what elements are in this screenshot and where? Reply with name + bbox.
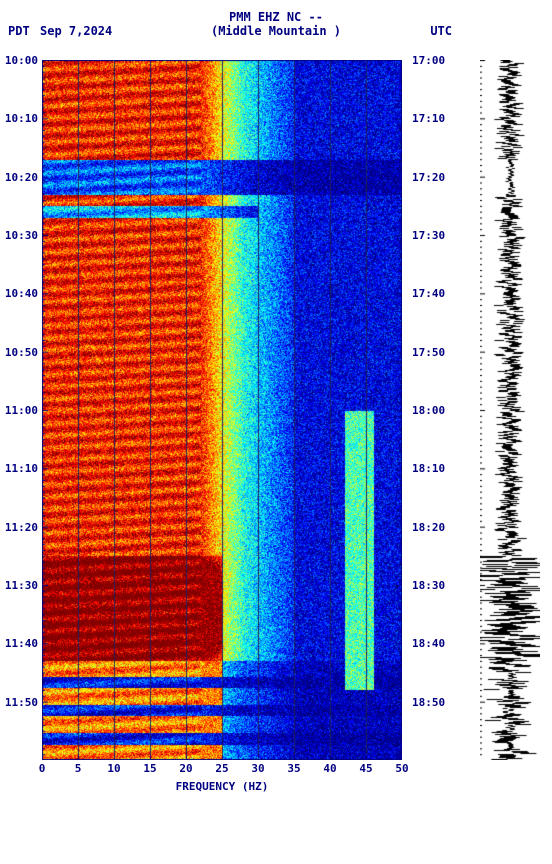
right-time-tick: 18:50 bbox=[408, 696, 462, 709]
right-time-tick: 17:30 bbox=[408, 229, 462, 242]
freq-tick: 35 bbox=[287, 762, 300, 775]
freq-tick: 25 bbox=[215, 762, 228, 775]
freq-tick: 40 bbox=[323, 762, 336, 775]
freq-tick: 20 bbox=[179, 762, 192, 775]
left-time-tick: 11:30 bbox=[0, 579, 38, 592]
freq-tick: 30 bbox=[251, 762, 264, 775]
left-time-tick: 10:50 bbox=[0, 346, 38, 359]
right-time-tick: 17:40 bbox=[408, 287, 462, 300]
station-channel: PMM EHZ NC -- bbox=[0, 10, 552, 24]
left-time-tick: 11:20 bbox=[0, 521, 38, 534]
right-time-tick: 17:50 bbox=[408, 346, 462, 359]
frequency-axis: 05101520253035404550 bbox=[42, 762, 402, 782]
left-time-tick: 11:40 bbox=[0, 637, 38, 650]
right-time-tick: 18:40 bbox=[408, 637, 462, 650]
left-time-tick: 10:10 bbox=[0, 112, 38, 125]
right-time-tick: 18:10 bbox=[408, 462, 462, 475]
utc-label: UTC bbox=[430, 24, 452, 38]
pdt-label: PDT bbox=[8, 24, 30, 38]
left-time-tick: 11:00 bbox=[0, 404, 38, 417]
right-time-tick: 17:10 bbox=[408, 112, 462, 125]
left-time-tick: 11:10 bbox=[0, 462, 38, 475]
right-time-tick: 18:20 bbox=[408, 521, 462, 534]
left-time-tick: 10:00 bbox=[0, 54, 38, 67]
right-time-tick: 17:20 bbox=[408, 171, 462, 184]
left-time-axis: 10:0010:1010:2010:3010:4010:5011:0011:10… bbox=[0, 60, 40, 760]
left-time-tick: 11:50 bbox=[0, 696, 38, 709]
right-time-tick: 18:00 bbox=[408, 404, 462, 417]
freq-tick: 45 bbox=[359, 762, 372, 775]
right-time-tick: 18:30 bbox=[408, 579, 462, 592]
freq-tick: 50 bbox=[395, 762, 408, 775]
right-time-tick: 17:00 bbox=[408, 54, 462, 67]
left-time-tick: 10:20 bbox=[0, 171, 38, 184]
freq-tick: 15 bbox=[143, 762, 156, 775]
freq-tick: 5 bbox=[75, 762, 82, 775]
freq-tick: 0 bbox=[39, 762, 46, 775]
left-time-tick: 10:30 bbox=[0, 229, 38, 242]
date-label: Sep 7,2024 bbox=[40, 24, 112, 38]
seismogram-trace bbox=[480, 60, 540, 760]
left-time-tick: 10:40 bbox=[0, 287, 38, 300]
x-axis-title: FREQUENCY (HZ) bbox=[42, 780, 402, 793]
right-time-axis: 17:0017:1017:2017:3017:4017:5018:0018:10… bbox=[408, 60, 458, 760]
freq-tick: 10 bbox=[107, 762, 120, 775]
spectrogram-heatmap bbox=[42, 60, 402, 760]
